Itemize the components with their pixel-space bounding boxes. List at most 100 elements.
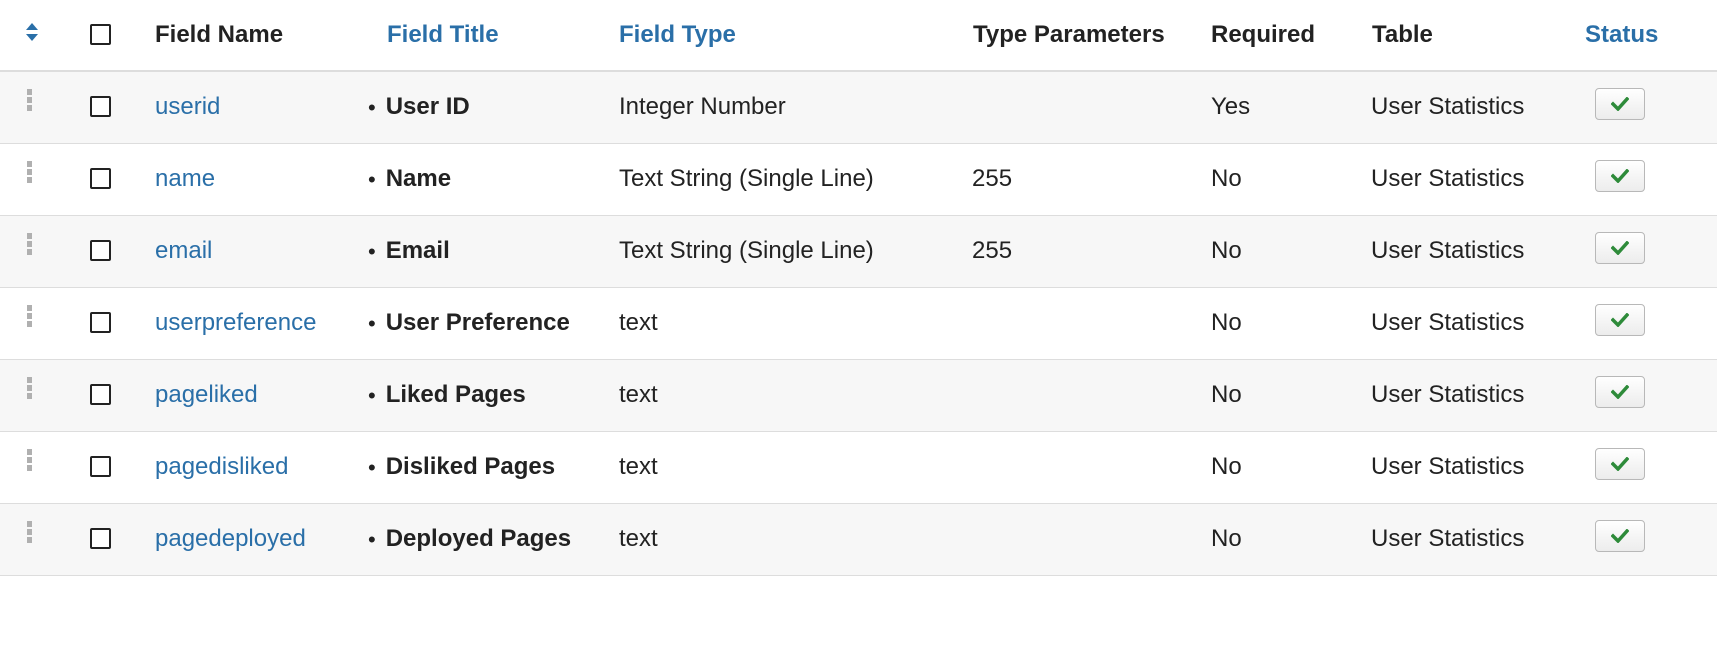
status-toggle-button[interactable] [1595, 447, 1645, 480]
table-row: email • Email Text String (Single Line) 2… [0, 215, 1717, 287]
select-all-header [56, 0, 155, 72]
field-type-text: text [619, 453, 658, 480]
drag-handle-icon[interactable] [27, 376, 32, 399]
field-name-link[interactable]: email [155, 237, 213, 264]
field-title-text: Liked Pages [385, 381, 526, 408]
table-row: userid • User ID Integer Number Yes User … [0, 71, 1717, 143]
type-parameters-text [948, 309, 972, 336]
field-name-link[interactable]: userid [155, 93, 221, 121]
status-toggle-button[interactable] [1595, 159, 1645, 192]
select-cell [56, 431, 155, 503]
table-cell: User Statistics [1369, 71, 1569, 143]
drag-cell [0, 143, 56, 215]
field-name-cell: pagedisliked [155, 431, 355, 503]
field-type-cell: Text String (Single Line) [610, 143, 948, 215]
type-parameters-text: 255 [972, 165, 1013, 192]
status-toggle-button[interactable] [1595, 303, 1645, 336]
bullet-icon: • [368, 238, 376, 264]
status-toggle-button[interactable] [1595, 375, 1645, 408]
required-text: No [1211, 381, 1242, 408]
select-all-checkbox[interactable] [90, 24, 111, 45]
select-cell [56, 215, 155, 287]
required-cell: No [1210, 215, 1369, 287]
field-title-cell: • Deployed Pages [355, 503, 610, 575]
drag-handle-icon[interactable] [27, 304, 32, 327]
table-cell: User Statistics [1369, 215, 1569, 287]
field-type-cell: text [610, 431, 948, 503]
table-row: name • Name Text String (Single Line) 255… [0, 143, 1717, 215]
sort-icon[interactable] [25, 21, 39, 41]
table-cell: User Statistics [1369, 503, 1569, 575]
checkmark-icon [1611, 312, 1629, 327]
field-type-text: text [619, 381, 658, 408]
status-header[interactable]: Status [1569, 0, 1717, 72]
drag-handle-icon[interactable] [27, 520, 32, 543]
required-cell: No [1210, 431, 1369, 503]
table-row: pageliked • Liked Pages text No User Stat… [0, 359, 1717, 431]
row-checkbox[interactable] [90, 384, 111, 405]
required-header: Required [1210, 0, 1369, 72]
field-name-link[interactable]: userpreference [155, 309, 317, 336]
field-type-header[interactable]: Field Type [610, 0, 948, 72]
table-header: Table [1369, 0, 1569, 72]
required-text: Yes [1211, 93, 1251, 121]
drag-handle-icon[interactable] [27, 232, 32, 255]
field-type-cell: text [610, 359, 948, 431]
field-name-link[interactable]: pageliked [155, 381, 258, 408]
required-cell: No [1210, 287, 1369, 359]
required-text: No [1211, 165, 1242, 192]
type-parameters-cell: 255 [948, 143, 1210, 215]
field-title-cell: • Liked Pages [355, 359, 610, 431]
field-title-sort-link[interactable]: Field Title [387, 21, 499, 48]
bullet-icon: • [368, 454, 376, 480]
drag-cell [0, 431, 56, 503]
row-checkbox[interactable] [90, 240, 111, 261]
field-name-cell: pageliked [155, 359, 355, 431]
field-title-header[interactable]: Field Title [355, 0, 610, 72]
field-type-sort-link[interactable]: Field Type [619, 21, 736, 48]
table-header-row: Field Name Field Title Field Type Type P… [0, 0, 1717, 72]
row-checkbox[interactable] [90, 168, 111, 189]
type-parameters-text [948, 381, 972, 408]
field-title-cell: • Disliked Pages [355, 431, 610, 503]
table-cell: User Statistics [1369, 287, 1569, 359]
required-text: No [1211, 525, 1242, 552]
checkmark-icon [1611, 456, 1629, 471]
drag-handle-icon[interactable] [27, 88, 32, 111]
status-toggle-button[interactable] [1595, 231, 1645, 264]
required-cell: Yes [1210, 71, 1369, 143]
field-title-text: Deployed Pages [385, 525, 572, 552]
row-checkbox[interactable] [90, 456, 111, 477]
table-text: User Statistics [1371, 309, 1525, 336]
table-cell: User Statistics [1369, 359, 1569, 431]
field-name-cell: userpreference [155, 287, 355, 359]
status-toggle-button[interactable] [1595, 87, 1645, 120]
select-cell [56, 503, 155, 575]
bullet-icon: • [368, 166, 376, 192]
field-name-link[interactable]: name [155, 165, 216, 192]
drag-handle-icon[interactable] [27, 160, 32, 183]
select-cell [56, 143, 155, 215]
row-checkbox[interactable] [90, 96, 111, 118]
row-checkbox[interactable] [90, 312, 111, 333]
type-parameters-cell [948, 431, 1210, 503]
drag-handle-icon[interactable] [27, 448, 32, 471]
field-type-cell: text [610, 503, 948, 575]
bullet-icon: • [368, 94, 376, 120]
status-toggle-button[interactable] [1595, 519, 1645, 552]
field-type-cell: Integer Number [610, 71, 948, 143]
type-parameters-cell: 255 [948, 215, 1210, 287]
field-title-cell: • User Preference [355, 287, 610, 359]
ordering-header[interactable] [0, 0, 56, 72]
status-sort-link[interactable]: Status [1585, 21, 1659, 48]
status-cell [1569, 359, 1717, 431]
status-cell [1569, 143, 1717, 215]
row-checkbox[interactable] [90, 528, 111, 549]
field-name-link[interactable]: pagedeployed [155, 525, 306, 552]
table-row: userpreference • User Preference text No … [0, 287, 1717, 359]
status-cell [1569, 503, 1717, 575]
type-parameters-text [948, 93, 972, 120]
field-title-text: User Preference [385, 309, 570, 336]
type-parameters-cell [948, 503, 1210, 575]
field-name-link[interactable]: pagedisliked [155, 453, 289, 480]
